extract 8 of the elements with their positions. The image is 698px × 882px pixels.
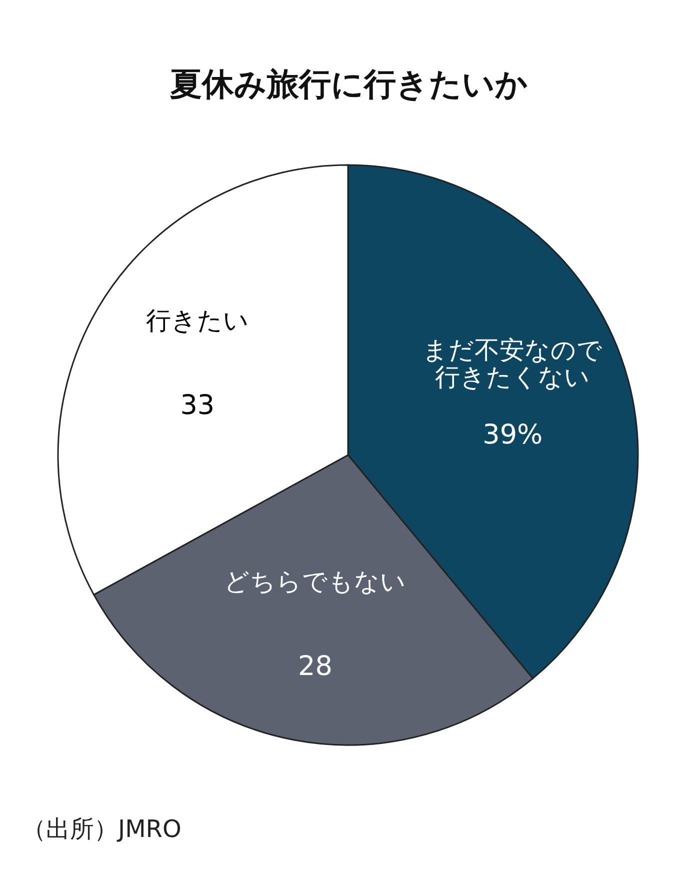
chart-title: 夏休み旅行に行きたいか [169, 65, 528, 103]
text: （出所）JMRO [22, 815, 182, 843]
data-label: 33 [180, 390, 215, 421]
slice-label: どちらでもない [224, 566, 406, 596]
slice-label: まだ不安なので行きたくない [422, 336, 603, 392]
slice-label: 行きたい [146, 306, 249, 335]
data-label: 28 [298, 650, 332, 682]
data-label: 39% [482, 420, 543, 451]
